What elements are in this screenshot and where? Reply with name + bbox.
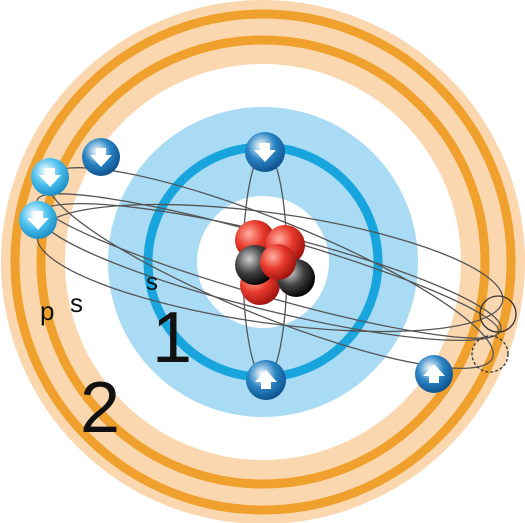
subshell-label: s — [70, 288, 83, 318]
shell-ring — [36, 35, 490, 489]
subshell-label: p — [40, 296, 54, 326]
electron — [19, 201, 57, 239]
empty-slot — [479, 295, 517, 333]
electron — [415, 355, 453, 393]
electron — [82, 138, 120, 176]
electron — [31, 158, 69, 196]
shell-ring — [10, 9, 516, 515]
electron — [245, 132, 285, 172]
nucleus — [235, 220, 315, 305]
electrons — [19, 132, 453, 400]
subshell-label: s — [146, 269, 158, 296]
shell-number: 2 — [80, 368, 120, 448]
empty-slot — [471, 335, 509, 373]
electron — [246, 360, 286, 400]
shell-number: 1 — [152, 298, 192, 378]
